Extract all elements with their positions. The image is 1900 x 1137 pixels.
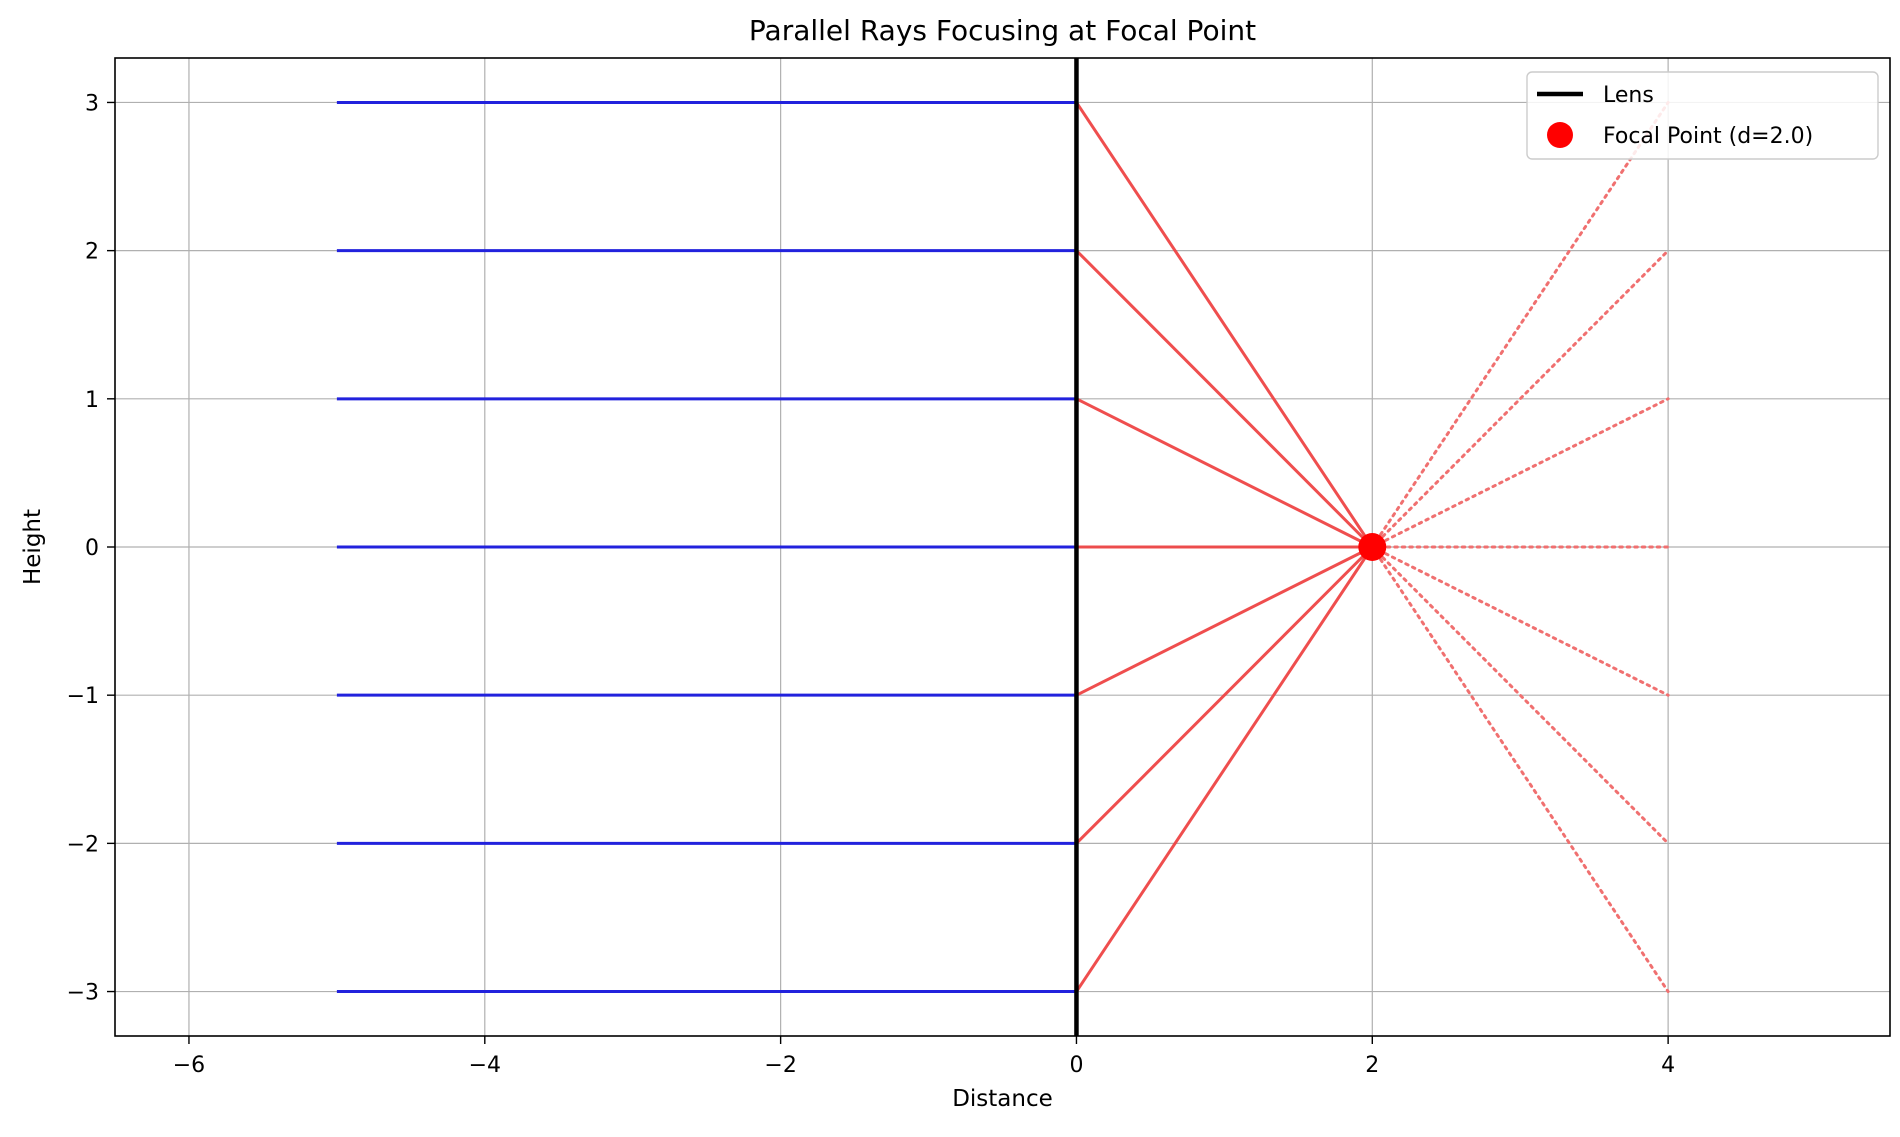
continued-ray xyxy=(1370,545,1670,845)
x-tick-label: −6 xyxy=(173,1053,205,1078)
refracted-ray xyxy=(1075,397,1373,549)
continued-ray xyxy=(1370,249,1670,549)
y-tick-label: 0 xyxy=(85,536,99,561)
legend-label: Focal Point (d=2.0) xyxy=(1603,124,1813,149)
x-tick-label: −2 xyxy=(764,1053,796,1078)
chart-title: Parallel Rays Focusing at Focal Point xyxy=(749,14,1256,47)
x-tick-label: 2 xyxy=(1365,1053,1379,1078)
focal-point-marker xyxy=(1358,533,1387,561)
continued-ray xyxy=(1370,545,1670,697)
continued-ray xyxy=(1370,100,1670,549)
legend-focal-point-swatch xyxy=(1547,122,1573,148)
refracted-ray xyxy=(1075,249,1374,549)
y-tick-label: 3 xyxy=(85,91,99,116)
refracted-ray xyxy=(1075,545,1373,697)
legend: Lens Focal Point (d=2.0) xyxy=(1526,71,1879,160)
refracted-ray xyxy=(1075,545,1374,845)
refracted-ray xyxy=(1075,101,1374,548)
x-tick-label: −4 xyxy=(469,1053,501,1078)
legend-label: Lens xyxy=(1603,83,1654,108)
continued-ray xyxy=(1370,545,1670,994)
x-axis-title: Distance xyxy=(952,1086,1053,1112)
axis-ticks: −6 −4 −2 0 2 4 −3 −2 −1 0 1 2 3 xyxy=(67,91,1676,1078)
y-axis-title: Height xyxy=(20,509,46,585)
y-tick-label: −3 xyxy=(67,981,99,1006)
refracted-ray xyxy=(1075,546,1374,993)
x-tick-label: 4 xyxy=(1661,1053,1675,1078)
continued-ray xyxy=(1370,397,1670,549)
y-tick-label: 2 xyxy=(85,240,99,265)
y-tick-label: −1 xyxy=(67,684,99,709)
series-group xyxy=(336,58,1670,1036)
y-tick-label: −2 xyxy=(67,832,99,857)
legend-box xyxy=(1526,71,1879,160)
y-tick-label: 1 xyxy=(85,388,99,413)
x-tick-label: 0 xyxy=(1069,1053,1083,1078)
